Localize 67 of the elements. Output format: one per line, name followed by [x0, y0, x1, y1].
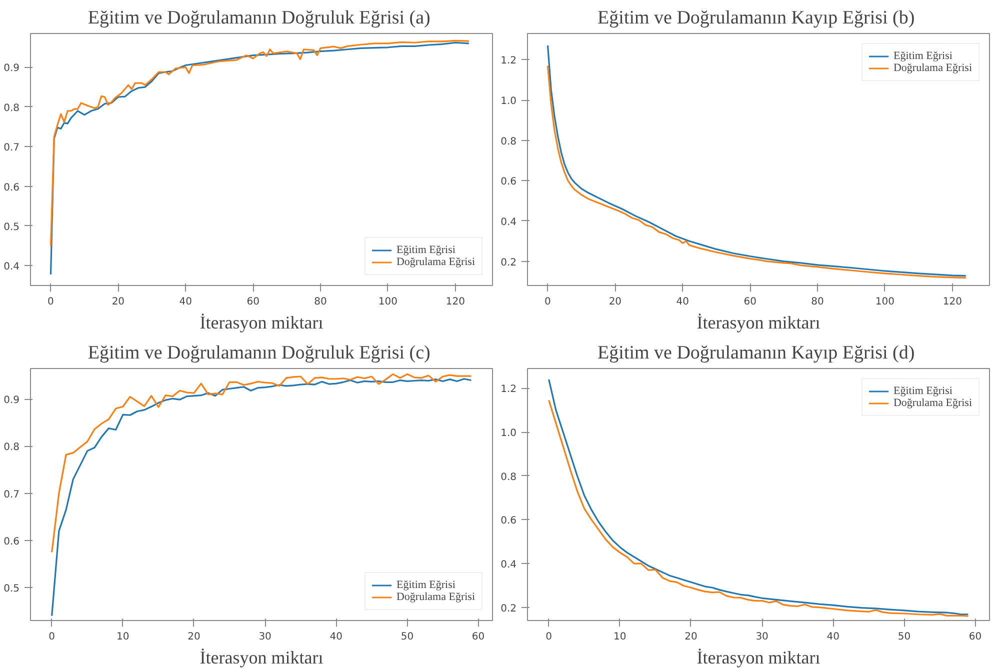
x-tick-label: 40: [330, 632, 343, 642]
x-tick-label: 20: [188, 632, 200, 642]
legend-label: Eğitim Eğrisi: [893, 385, 952, 397]
y-tick-label: 0.6: [4, 182, 20, 194]
y-tick-label: 0.7: [4, 489, 20, 500]
y-tick-label: 0.8: [4, 102, 20, 114]
x-tick-label: 120: [942, 296, 962, 308]
legend-label: Doğrulama Eğrisi: [396, 256, 475, 268]
chart-title: Eğitim ve Doğrulamanın Kayıp Eğrisi (d): [598, 342, 915, 364]
x-tick-label: 10: [116, 632, 130, 642]
y-tick-label: 0.4: [500, 560, 517, 571]
x-tick-label: 60: [744, 296, 756, 308]
x-tick-label: 50: [898, 632, 911, 642]
legend-label: Eğitim Eğrisi: [396, 579, 456, 591]
y-tick-label: 0.2: [500, 603, 517, 614]
y-tick-label: 1.2: [500, 384, 517, 396]
y-tick-label: 0.2: [500, 257, 517, 268]
x-tick-label: 0: [546, 632, 552, 642]
x-tick-label: 0: [48, 632, 56, 642]
x-tick-label: 60: [472, 632, 485, 642]
chart-title: Eğitim ve Doğrulamanın Kayıp Eğrisi (b): [598, 8, 915, 28]
legend-label: Eğitim Eğrisi: [396, 244, 456, 256]
y-tick-label: 0.4: [500, 216, 517, 228]
x-tick-label: 20: [684, 632, 698, 642]
x-tick-label: 0: [48, 296, 54, 308]
x-tick-label: 30: [756, 632, 768, 642]
x-tick-label: 50: [400, 632, 414, 642]
y-tick-label: 0.5: [4, 222, 20, 233]
x-tick-label: 100: [378, 296, 398, 308]
y-tick-label: 0.7: [4, 142, 20, 154]
x-tick-label: 40: [826, 632, 840, 642]
y-tick-label: 1.0: [500, 96, 517, 108]
legend-label: Eğitim Eğrisi: [893, 50, 952, 62]
y-tick-label: 0.6: [500, 176, 517, 188]
y-tick-label: 0.6: [500, 516, 517, 527]
x-tick-label: 30: [258, 632, 272, 642]
chart-title: Eğitim ve Doğrulamanın Doğruluk Eğrisi (a): [88, 8, 430, 28]
legend-label: Doğrulama Eğrisi: [893, 397, 972, 409]
y-tick-label: 0.9: [4, 63, 20, 74]
y-tick-label: 0.5: [4, 584, 20, 595]
x-axis-title: İterasyon miktarı: [200, 648, 324, 668]
x-tick-label: 10: [614, 632, 626, 642]
x-tick-label: 80: [811, 296, 824, 308]
x-axis-title: İterasyon miktarı: [696, 648, 820, 668]
x-axis-title: İterasyon miktarı: [200, 312, 324, 332]
x-tick-label: 120: [446, 296, 465, 308]
x-tick-label: 60: [968, 632, 982, 642]
x-tick-label: 0: [544, 296, 551, 308]
y-tick-label: 1.0: [500, 428, 517, 440]
y-tick-label: 1.2: [500, 56, 517, 67]
y-tick-label: 0.8: [500, 136, 517, 148]
x-tick-label: 40: [179, 296, 192, 308]
chart-title: Eğitim ve Doğrulamanın Doğruluk Eğrisi (c): [88, 342, 430, 364]
x-tick-label: 100: [875, 296, 895, 308]
y-tick-label: 0.9: [4, 395, 20, 406]
x-tick-label: 20: [112, 296, 125, 308]
y-tick-label: 0.6: [4, 536, 20, 548]
y-tick-label: 0.8: [500, 472, 517, 483]
x-tick-label: 80: [314, 296, 327, 308]
x-tick-label: 20: [608, 296, 622, 308]
x-axis-title: İterasyon miktarı: [696, 312, 820, 332]
legend-label: Doğrulama Eğrisi: [396, 591, 475, 603]
x-tick-label: 40: [676, 296, 689, 308]
y-tick-label: 0.8: [4, 442, 20, 454]
y-tick-label: 0.4: [4, 262, 20, 273]
legend-label: Doğrulama Eğrisi: [893, 62, 972, 74]
x-tick-label: 60: [246, 296, 260, 308]
